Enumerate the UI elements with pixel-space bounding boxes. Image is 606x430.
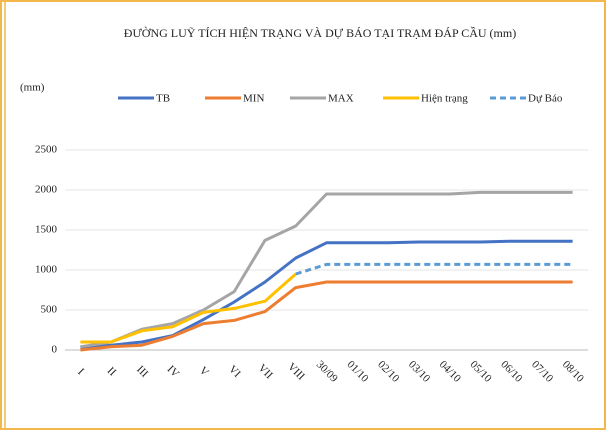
x-tick-label: I (75, 366, 86, 377)
y-tick-label: 500 (41, 304, 58, 316)
y-tick-label: 2000 (35, 184, 58, 196)
series-line (295, 262, 573, 276)
y-tick-label: 0 (52, 344, 58, 356)
y-tick-label: 1000 (35, 264, 58, 276)
series-line (80, 272, 297, 344)
chart-title: ĐƯỜNG LUỸ TÍCH HIỆN TRẠNG VÀ DỰ BÁO TẠI … (124, 25, 516, 40)
legend-label: MAX (328, 93, 354, 105)
y-axis-label: (mm) (20, 82, 45, 94)
y-tick-label: 2500 (35, 144, 58, 156)
legend-label: MIN (243, 93, 264, 105)
series-line (80, 239, 573, 350)
series-line (80, 280, 573, 352)
series-line (80, 190, 573, 349)
y-tick-label: 1500 (35, 224, 58, 236)
legend-label: TB (156, 93, 170, 105)
legend-label: Hiện trạng (421, 93, 468, 105)
legend-label: Dự Báo (528, 93, 563, 105)
